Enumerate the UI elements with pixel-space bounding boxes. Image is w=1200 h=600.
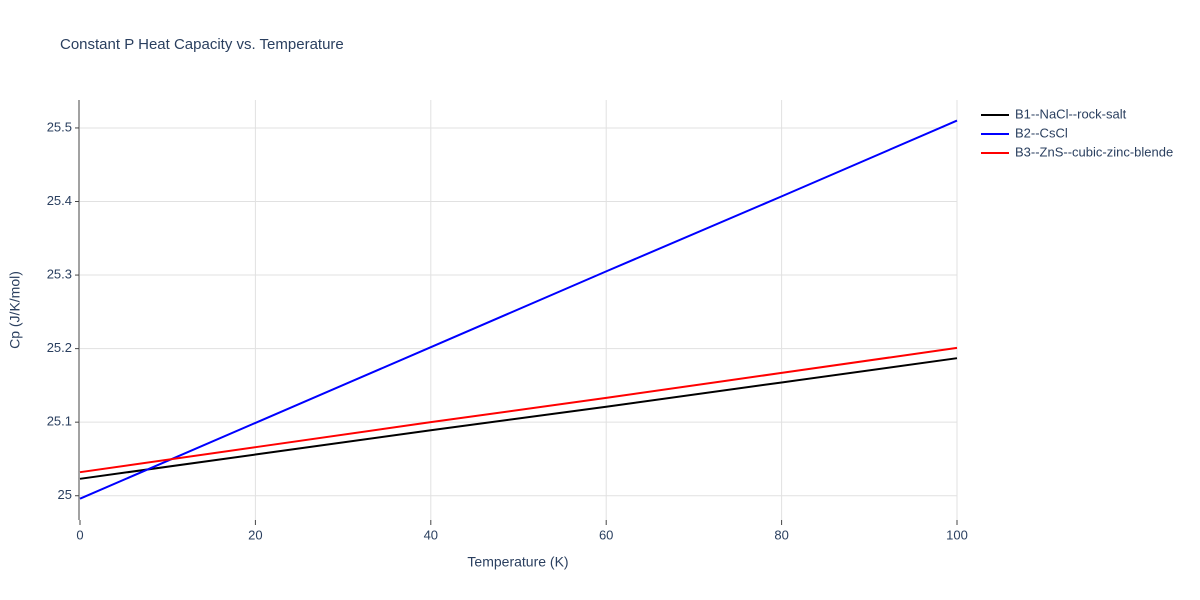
y-axis-title: Cp (J/K/mol) xyxy=(7,271,23,349)
series-line xyxy=(79,346,958,474)
x-tick-label: 20 xyxy=(248,527,262,542)
y-tick-label: 25.4 xyxy=(47,193,72,208)
y-tick-label: 25.5 xyxy=(47,119,72,134)
x-axis-title: Temperature (K) xyxy=(467,554,568,570)
legend-label: B3--ZnS--cubic-zinc-blende xyxy=(1015,144,1173,159)
chart-title: Constant P Heat Capacity vs. Temperature xyxy=(60,36,344,53)
legend-label: B2--CsCl xyxy=(1015,125,1068,140)
legend-label: B1--NaCl--rock-salt xyxy=(1015,106,1127,121)
x-tick-label: 40 xyxy=(424,527,438,542)
x-tick-label: 80 xyxy=(774,527,788,542)
y-tick-label: 25.2 xyxy=(47,340,72,355)
x-tick-label: 100 xyxy=(946,527,968,542)
series-line xyxy=(79,357,958,480)
y-tick-label: 25.1 xyxy=(47,414,72,429)
y-tick-label: 25 xyxy=(58,487,72,502)
x-tick-label: 60 xyxy=(599,527,613,542)
x-tick-label: 0 xyxy=(76,527,83,542)
y-tick-label: 25.3 xyxy=(47,266,72,281)
series-line xyxy=(79,119,958,500)
